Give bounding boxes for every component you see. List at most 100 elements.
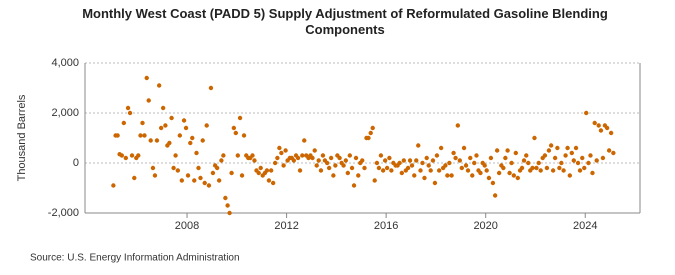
point: [474, 153, 479, 158]
point: [470, 173, 475, 178]
point: [534, 165, 539, 171]
point: [606, 148, 612, 153]
point: [241, 133, 247, 138]
point: [206, 183, 212, 188]
point: [268, 168, 274, 173]
y-tick-label: 4,000: [51, 57, 79, 69]
point: [291, 158, 297, 163]
point: [380, 168, 386, 173]
point: [548, 143, 554, 148]
point: [198, 175, 203, 181]
point: [235, 153, 241, 158]
point: [611, 150, 616, 156]
point: [507, 170, 512, 176]
point: [227, 210, 232, 216]
point: [127, 110, 133, 116]
point: [484, 168, 489, 173]
point: [351, 183, 357, 188]
point: [204, 123, 209, 128]
x-tick-label: 2016: [374, 220, 398, 232]
y-axis-label: Thousand Barrels: [16, 94, 28, 181]
point: [152, 173, 158, 178]
point: [302, 138, 307, 143]
point: [210, 170, 216, 176]
point: [229, 170, 234, 176]
point: [223, 195, 228, 201]
point: [188, 140, 193, 146]
point: [511, 173, 517, 178]
point: [542, 153, 548, 158]
point: [546, 148, 552, 153]
point: [272, 160, 278, 166]
point: [356, 173, 361, 178]
x-tick-label: 2012: [274, 220, 298, 232]
x-tick-label: 2024: [573, 220, 597, 232]
point: [169, 115, 174, 121]
point: [202, 180, 207, 186]
point: [592, 120, 597, 126]
point: [190, 135, 195, 141]
point: [472, 160, 477, 166]
point: [264, 168, 270, 173]
point: [482, 163, 487, 168]
point: [434, 153, 440, 158]
point: [468, 155, 473, 161]
point: [225, 203, 230, 208]
point: [461, 145, 467, 151]
point: [173, 153, 178, 158]
point: [370, 125, 375, 131]
point: [544, 165, 550, 171]
point: [347, 153, 353, 158]
source: Source: U.S. Energy Information Administ…: [30, 253, 240, 264]
point: [557, 165, 562, 171]
point: [438, 145, 444, 151]
point: [300, 153, 305, 158]
point: [521, 158, 527, 163]
point: [565, 145, 570, 151]
point: [569, 150, 575, 156]
point: [146, 98, 151, 103]
point: [283, 148, 288, 153]
point: [353, 155, 359, 161]
point: [171, 165, 176, 171]
point: [604, 125, 610, 131]
point: [457, 158, 463, 163]
point: [532, 135, 537, 141]
point: [160, 105, 166, 111]
point: [237, 115, 243, 121]
point: [341, 163, 346, 168]
point: [144, 75, 149, 81]
point: [343, 158, 349, 163]
y-tick-label: 2,000: [51, 107, 79, 119]
point: [422, 175, 427, 181]
point: [496, 170, 502, 176]
point: [397, 160, 402, 166]
point: [530, 165, 535, 171]
point: [416, 143, 421, 148]
point: [314, 163, 319, 168]
point: [219, 158, 224, 163]
point: [275, 155, 280, 161]
point: [196, 165, 201, 171]
point: [382, 158, 388, 163]
point: [177, 133, 183, 138]
point: [401, 158, 407, 163]
point: [501, 165, 506, 171]
point: [424, 155, 429, 161]
point: [555, 145, 560, 151]
point: [258, 165, 263, 171]
point: [577, 168, 583, 173]
point: [136, 153, 141, 158]
point: [488, 155, 494, 161]
point: [459, 165, 465, 171]
point: [455, 123, 461, 128]
point: [312, 148, 317, 153]
point: [115, 133, 120, 138]
point: [588, 153, 593, 158]
point: [586, 160, 591, 166]
point: [563, 153, 568, 158]
point: [295, 155, 301, 161]
x-tick-label: 2020: [473, 220, 497, 232]
point: [575, 160, 581, 166]
